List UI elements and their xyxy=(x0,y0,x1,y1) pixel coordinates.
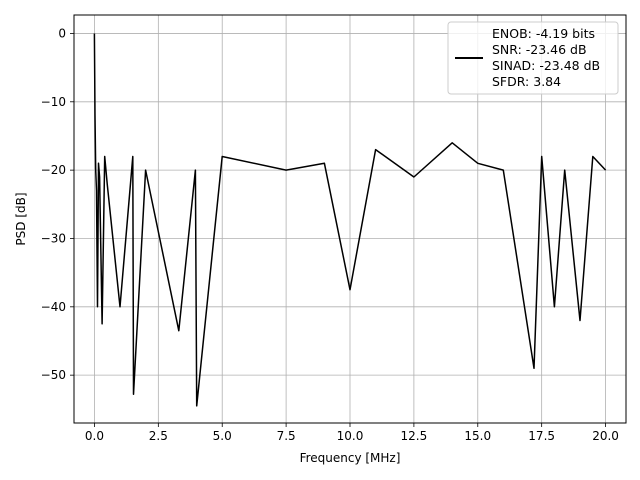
legend: ENOB: -4.19 bits SNR: -23.46 dB SINAD: -… xyxy=(447,21,619,95)
x-axis-label: Frequency [MHz] xyxy=(300,451,401,465)
y-tick-label: −10 xyxy=(41,95,66,109)
y-tick-label: 0 xyxy=(58,26,66,40)
series-group xyxy=(93,33,607,407)
legend-box xyxy=(447,21,619,95)
x-tick-label: 5.0 xyxy=(213,429,232,443)
x-tick-label: 15.0 xyxy=(464,429,491,443)
y-axis-label: PSD [dB] xyxy=(14,192,28,245)
x-tick-label: 20.0 xyxy=(592,429,619,443)
x-tick-label: 0.0 xyxy=(85,429,104,443)
y-tick-label: −50 xyxy=(41,368,66,382)
psd-series-line xyxy=(93,33,607,407)
legend-entry: ENOB: -4.19 bits xyxy=(492,26,595,41)
plot-frame xyxy=(73,14,627,424)
legend-entry: SINAD: -23.48 dB xyxy=(492,58,600,73)
y-tick-label: −20 xyxy=(41,163,66,177)
y-tick-label: −30 xyxy=(41,231,66,245)
legend-entry: SNR: -23.46 dB xyxy=(492,42,587,57)
x-tick-label: 17.5 xyxy=(528,429,555,443)
x-tick-label: 10.0 xyxy=(337,429,364,443)
legend-entry: SFDR: 3.84 xyxy=(492,74,561,89)
x-axis-ticks: 0.0 2.5 5.0 7.5 10.0 12.5 15.0 17.5 20.0 xyxy=(85,423,619,443)
y-axis-ticks: 0 −10 −20 −30 −40 −50 xyxy=(41,26,74,382)
x-tick-label: 2.5 xyxy=(149,429,168,443)
x-tick-label: 12.5 xyxy=(401,429,428,443)
x-tick-label: 7.5 xyxy=(277,429,296,443)
y-tick-label: −40 xyxy=(41,300,66,314)
